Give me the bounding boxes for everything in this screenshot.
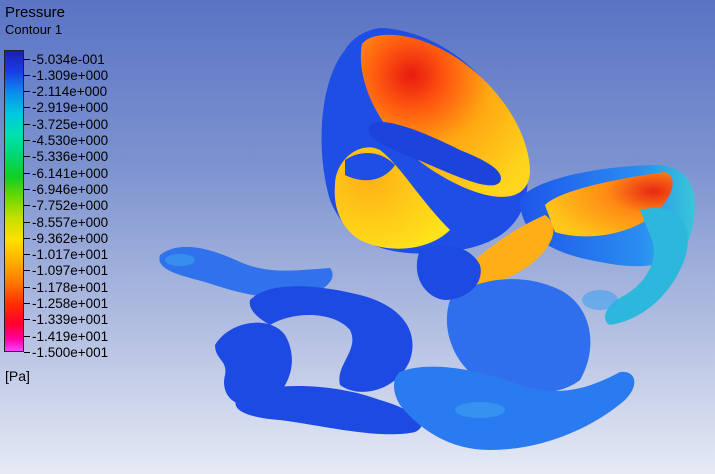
vessel-bottom-horizontal (235, 385, 422, 435)
colorbar-tick: -3.725e+000 (24, 116, 108, 132)
colorbar-tick: -2.919e+000 (24, 100, 108, 116)
right-loop-vessel (605, 208, 688, 325)
vessel-mid-junction (416, 245, 481, 300)
colorbar-tick: -1.500e+001 (24, 344, 108, 360)
colorbar-tick: -1.309e+000 (24, 67, 108, 83)
colorbar-tick: -8.557e+000 (24, 214, 108, 230)
right-chamber-surface (545, 172, 673, 237)
colorbar-tick: -7.752e+000 (24, 198, 108, 214)
legend-subtitle: Contour 1 (5, 22, 63, 37)
colorbar-tick: -1.419e+001 (24, 328, 108, 344)
colorbar-tick: -2.114e+000 (24, 84, 107, 100)
vessel-bottom-right-tail (394, 366, 635, 450)
colorbar-tick: -5.336e+000 (24, 149, 108, 165)
colorbar-tick: -1.258e+001 (24, 296, 108, 312)
colorbar-tick-labels: -5.034e-001 -1.309e+000 -2.114e+000 -2.9… (24, 50, 164, 360)
colorbar-tick: -1.178e+001 (24, 279, 108, 295)
colorbar-tick: -1.339e+001 (24, 312, 108, 328)
legend-unit: [Pa] (5, 368, 30, 384)
vessel-left-horizontal (159, 246, 333, 299)
colorbar-tick: -6.946e+000 (24, 181, 108, 197)
left-chamber-surface (360, 34, 530, 197)
legend-title: Pressure (5, 4, 66, 21)
colorbar-tick: -9.362e+000 (24, 230, 108, 246)
inner-vessel-band (368, 121, 501, 186)
vessel-right-lower (446, 279, 591, 394)
vessel-center-arch (249, 286, 413, 392)
colorbar-tick: -5.034e-001 (24, 51, 105, 67)
colorbar-tick: -4.530e+000 (24, 133, 108, 149)
pressure-colorbar (4, 50, 24, 352)
colorbar-tick: -6.141e+000 (24, 165, 108, 181)
vessel-lower-left (215, 322, 292, 406)
colorbar-tick: -1.017e+001 (24, 247, 108, 263)
colorbar-tick: -1.097e+001 (24, 263, 108, 279)
